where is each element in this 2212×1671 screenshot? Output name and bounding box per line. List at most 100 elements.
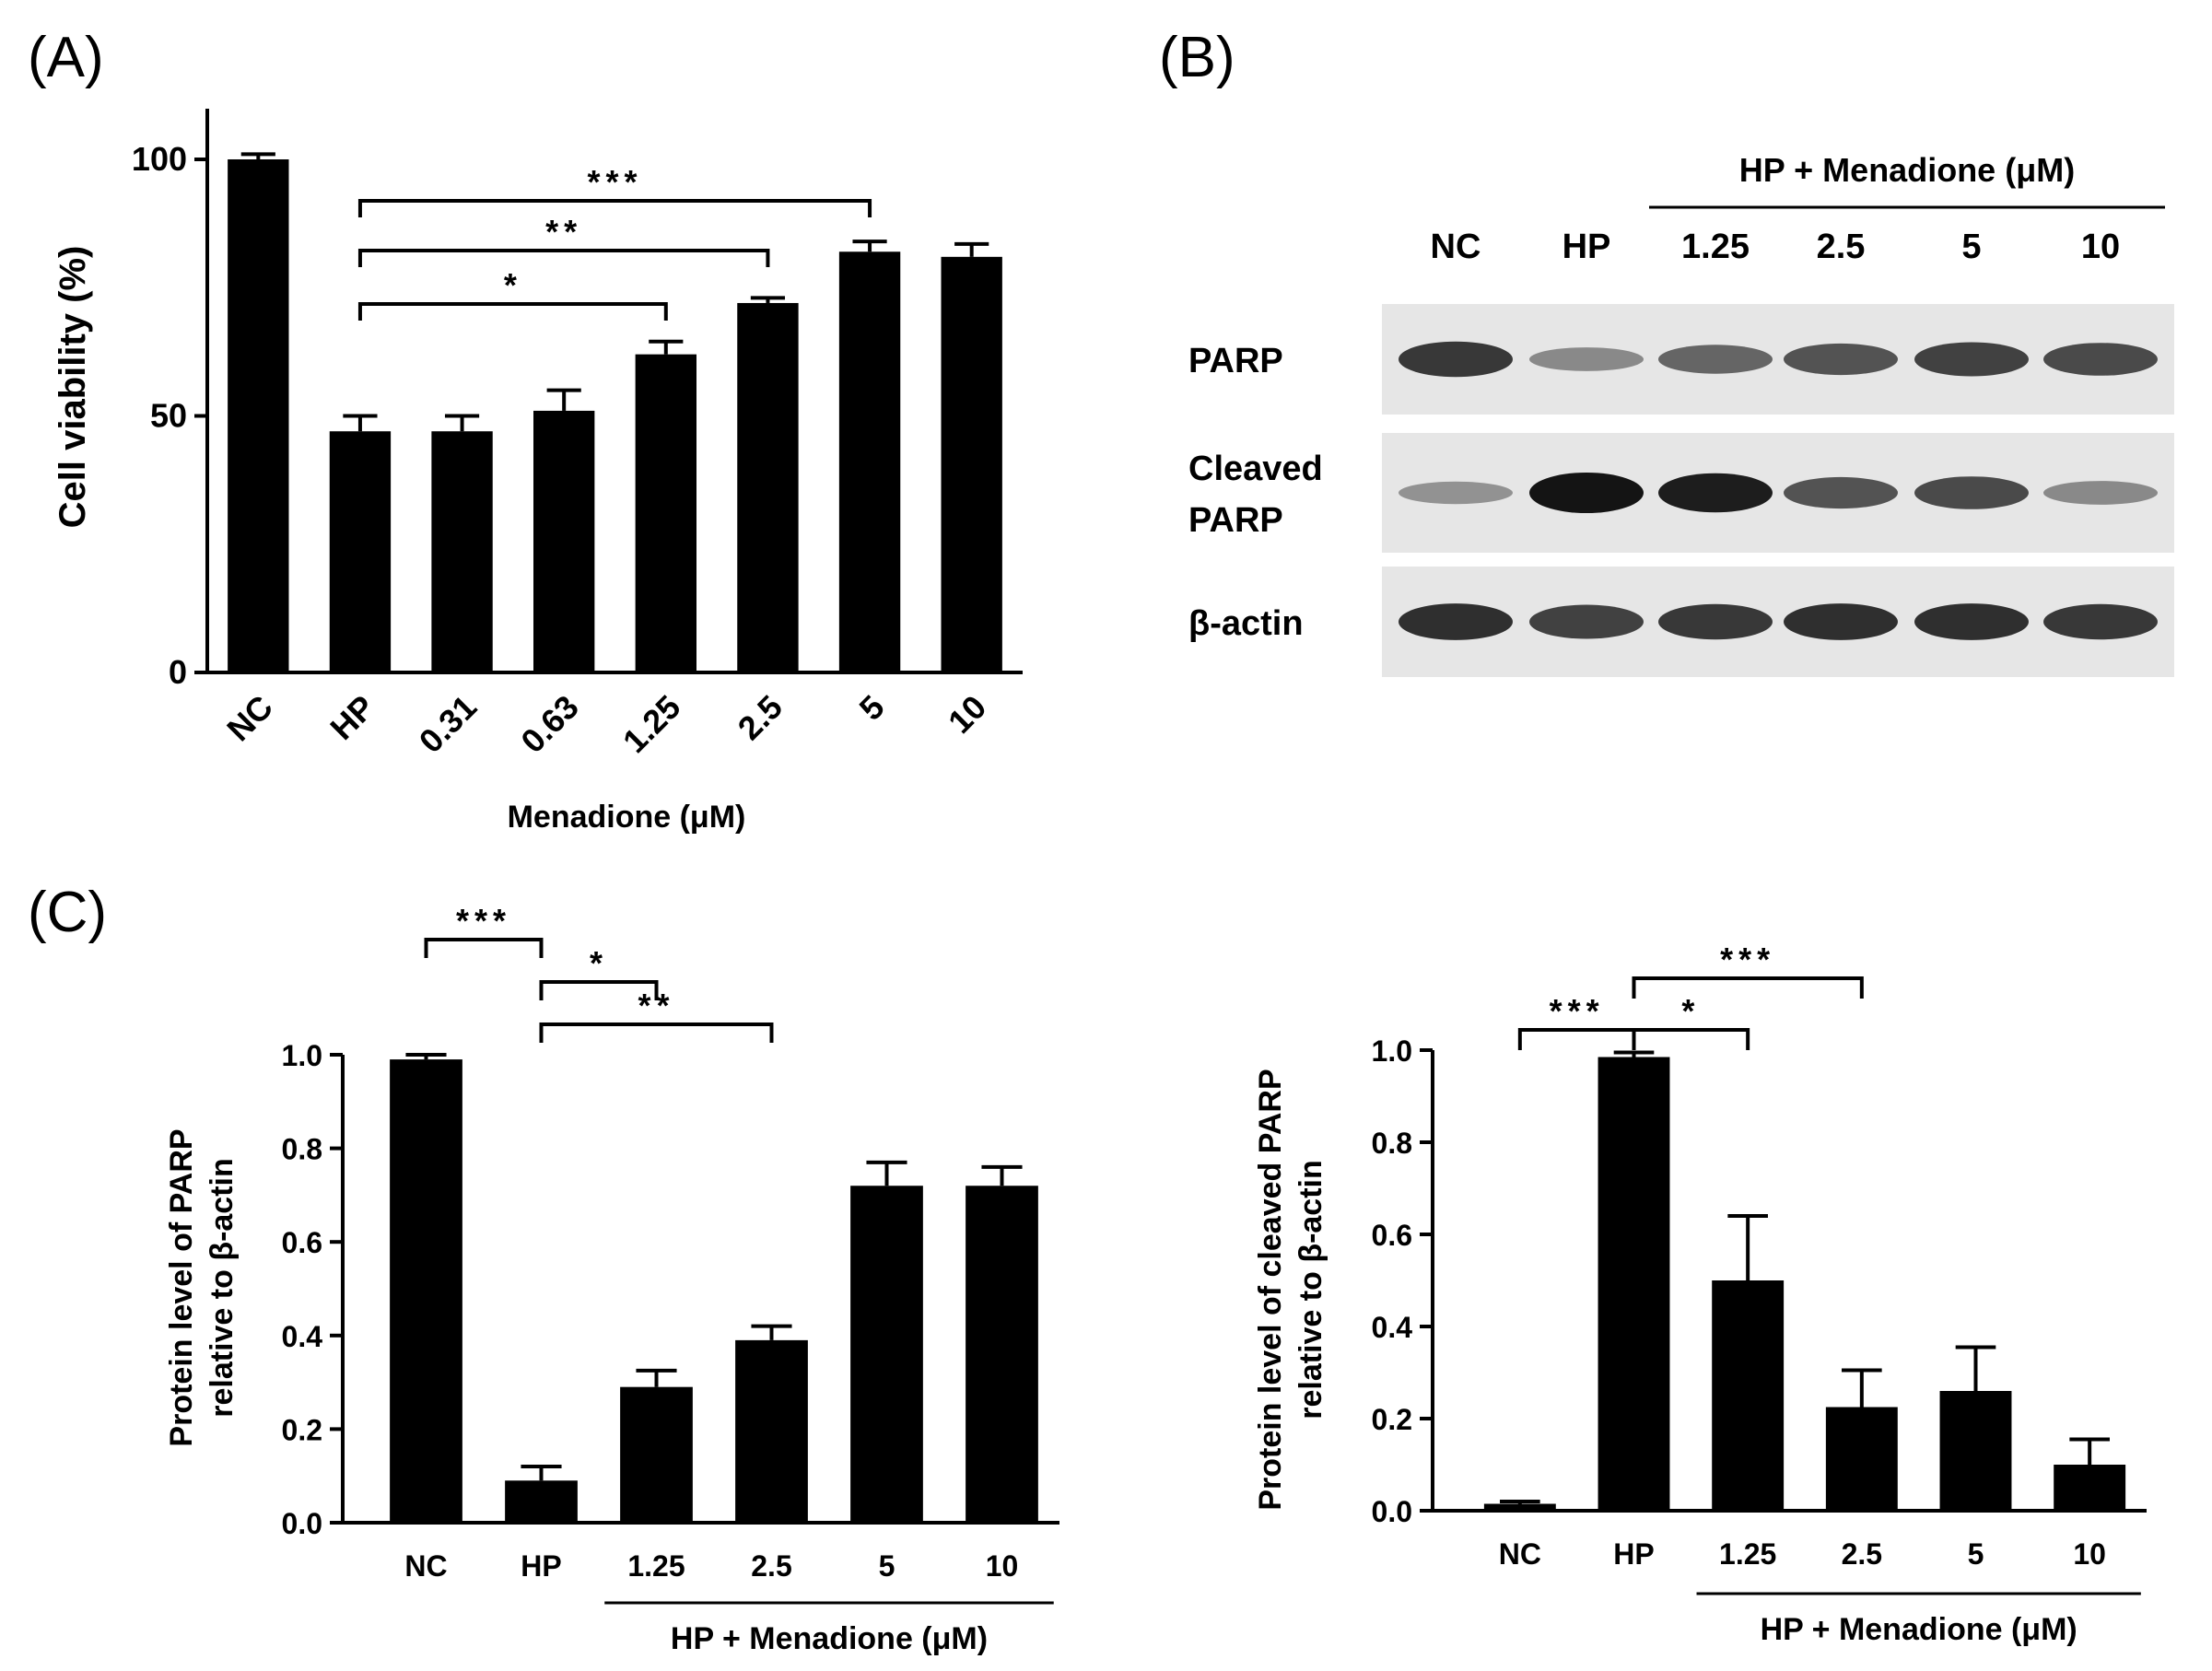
- blot-group-label: HP + Menadione (μM): [1739, 151, 2075, 189]
- x-axis-label: Menadione (μM): [508, 800, 746, 835]
- bar-2.5: [735, 1339, 808, 1523]
- bar-2.5: [1825, 1407, 1898, 1511]
- bar-1.25: [1712, 1280, 1785, 1511]
- bar-5: [850, 1186, 923, 1523]
- y-axis-label-line: relative to β-actin: [205, 1158, 240, 1418]
- significance-bracket: [357, 302, 668, 321]
- panel-letter-a: (A): [28, 26, 104, 89]
- y-tick-label: 0.8: [1372, 1127, 1412, 1160]
- x-tick-label: 1.25: [1719, 1537, 1776, 1571]
- bar-5: [1939, 1391, 2012, 1511]
- blot-band: [1658, 345, 1773, 374]
- x-tick-label: 1.25: [627, 1549, 685, 1583]
- western-blot-b: HP + Menadione (μM) NC HP 1.25 2.5 5 10 PARP Cle…: [1188, 151, 2174, 677]
- blot-band: [1914, 603, 2029, 640]
- blot-band: [1914, 476, 2029, 509]
- blot-band: [1399, 481, 1513, 505]
- x-tick-label: 2.5: [731, 688, 790, 747]
- y-tick-label: 50: [150, 397, 187, 435]
- blot-lane-label: 1.25: [1681, 228, 1750, 266]
- bar-10: [966, 1186, 1038, 1523]
- x-tick-label: NC: [219, 688, 280, 749]
- bar-HP: [329, 431, 392, 672]
- blot-band: [1784, 476, 1898, 509]
- y-axis-label-line: relative to β-actin: [1293, 1160, 1328, 1420]
- bar-NC: [390, 1059, 462, 1523]
- bar-1.25: [635, 354, 696, 672]
- x-tick-label: 2.5: [1842, 1537, 1882, 1571]
- significance-label: *: [504, 266, 522, 304]
- blot-band: [1658, 603, 1773, 640]
- significance-label: ***: [587, 163, 642, 201]
- y-tick-label: 0.0: [282, 1507, 322, 1540]
- blot-membrane: [1382, 567, 2174, 677]
- y-tick-label: 100: [132, 140, 187, 178]
- y-tick-label: 0.4: [282, 1320, 323, 1353]
- chart-c-left: 0.00.20.40.60.81.0NCHP1.252.5510********…: [164, 866, 1059, 1656]
- blot-band: [1399, 603, 1513, 640]
- y-tick-label: 0: [169, 653, 187, 691]
- significance-bracket: [424, 938, 544, 958]
- blot-band: [2043, 603, 2158, 640]
- y-tick-label: 0.4: [1372, 1311, 1413, 1344]
- bar-NC: [228, 159, 289, 672]
- bar-HP: [505, 1480, 578, 1523]
- blot-band: [1529, 604, 1644, 639]
- y-axis-label: Cell viability (%): [53, 246, 93, 529]
- blot-membrane: [1382, 304, 2174, 415]
- blot-band: [1658, 473, 1773, 513]
- significance-label: *: [590, 944, 608, 982]
- bar-0.31: [431, 431, 493, 672]
- x-tick-label: HP: [1613, 1537, 1654, 1571]
- blot-band: [1784, 343, 1898, 376]
- blot-membrane: [1382, 433, 2174, 553]
- blot-row-label: β-actin: [1188, 604, 1304, 643]
- significance-label: **: [638, 987, 674, 1024]
- x-tick-label: 10: [986, 1549, 1019, 1583]
- x-tick-label: 5: [879, 1549, 895, 1583]
- bar-5: [838, 251, 901, 672]
- significance-label: ***: [1550, 992, 1605, 1030]
- blot-row-label: PARP: [1188, 342, 1283, 380]
- blot-band: [1529, 347, 1644, 371]
- y-tick-label: 0.8: [282, 1133, 322, 1166]
- blot-lane-label: 10: [2081, 228, 2120, 266]
- significance-bracket: [1632, 976, 1864, 999]
- significance-bracket: [539, 1022, 774, 1043]
- panel-letter-b: (B): [1159, 26, 1235, 89]
- y-tick-label: 1.0: [282, 1039, 322, 1072]
- significance-label: **: [545, 213, 582, 251]
- x-tick-label: 0.31: [412, 688, 485, 761]
- blot-row-label: PARP: [1188, 501, 1283, 540]
- x-tick-label: NC: [1499, 1537, 1541, 1571]
- blot-row-label: Cleaved: [1188, 450, 1323, 488]
- panel-letter-c: (C): [28, 881, 108, 944]
- significance-label: *: [1681, 992, 1700, 1030]
- y-tick-label: 1.0: [1372, 1034, 1412, 1068]
- significance-bracket: [1632, 1028, 1750, 1050]
- blot-band: [1399, 341, 1513, 378]
- bar-10: [941, 256, 1002, 672]
- significance-label: ***: [1720, 941, 1775, 978]
- x-tick-label: 0.63: [513, 688, 586, 761]
- y-tick-label: 0.2: [282, 1413, 322, 1446]
- y-axis-label-line: Protein level of PARP: [164, 1128, 199, 1446]
- x-tick-label: 2.5: [751, 1549, 791, 1583]
- blot-lane-label: HP: [1562, 228, 1611, 266]
- bar-HP: [1598, 1057, 1670, 1511]
- x-tick-label: NC: [404, 1549, 447, 1583]
- y-tick-label: 0.2: [1372, 1403, 1412, 1436]
- bar-0.63: [533, 410, 595, 672]
- x-tick-label: 5: [852, 688, 892, 728]
- chart-c-right: 0.00.20.40.60.81.0NC HP 1.25 2.5 5 10*** ****P…: [1253, 941, 2147, 1647]
- blot-band: [1529, 473, 1644, 513]
- x-tick-label: 10: [2073, 1537, 2106, 1571]
- significance-bracket: [1517, 1028, 1636, 1050]
- blot-band: [1784, 603, 1898, 640]
- significance-label: ***: [686, 866, 742, 873]
- bar-10: [2054, 1465, 2126, 1511]
- y-tick-label: 0.6: [1372, 1219, 1412, 1252]
- blot-lane-label: 5: [1961, 228, 1981, 266]
- blot-band: [1914, 342, 2029, 377]
